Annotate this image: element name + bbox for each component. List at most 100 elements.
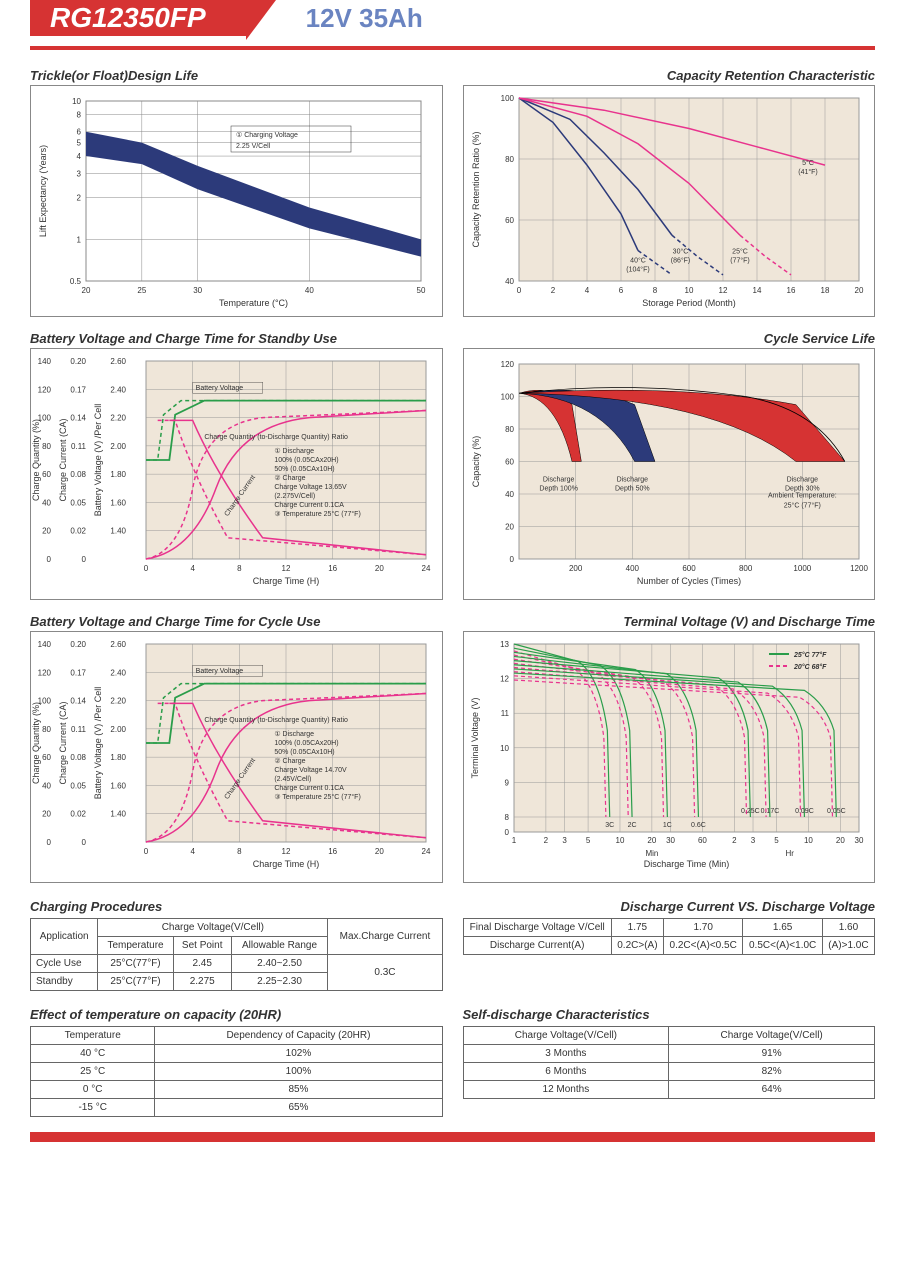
chart6: 123510203060235102030089101112133C2C1C0.… xyxy=(463,631,876,883)
svg-text:Lift Expectancy (Years): Lift Expectancy (Years) xyxy=(38,145,48,237)
svg-text:100: 100 xyxy=(500,393,514,402)
svg-text:24: 24 xyxy=(422,564,431,573)
chart6-title: Terminal Voltage (V) and Discharge Time xyxy=(463,614,876,629)
table2-title: Discharge Current VS. Discharge Voltage xyxy=(463,899,876,914)
svg-text:0.02: 0.02 xyxy=(70,810,86,819)
svg-text:Depth 50%: Depth 50% xyxy=(615,486,650,493)
svg-text:50% (0.05CAx10H): 50% (0.05CAx10H) xyxy=(274,749,334,756)
svg-text:20: 20 xyxy=(42,810,51,819)
chart3: 0481216202402040608010012014000.020.050.… xyxy=(30,348,443,600)
svg-text:Charge Voltage 13.65V: Charge Voltage 13.65V xyxy=(274,484,347,491)
spec-label: 12V 35Ah xyxy=(306,3,423,34)
svg-text:Charge Voltage 14.70V: Charge Voltage 14.70V xyxy=(274,767,347,774)
svg-text:600: 600 xyxy=(682,564,696,573)
svg-text:Charge Quantity (%): Charge Quantity (%) xyxy=(31,702,41,784)
svg-text:0: 0 xyxy=(509,555,514,564)
svg-text:30: 30 xyxy=(854,836,863,845)
svg-text:0.05: 0.05 xyxy=(70,781,86,790)
svg-text:16: 16 xyxy=(328,847,337,856)
svg-text:0: 0 xyxy=(516,286,521,295)
svg-text:8: 8 xyxy=(652,286,657,295)
svg-text:0.02: 0.02 xyxy=(70,527,86,536)
svg-text:2.25 V/Cell: 2.25 V/Cell xyxy=(236,143,271,150)
svg-text:10: 10 xyxy=(72,97,81,106)
model-number: RG12350FP xyxy=(30,0,246,36)
svg-text:50: 50 xyxy=(417,286,426,295)
svg-text:8: 8 xyxy=(77,110,82,119)
svg-text:0.17: 0.17 xyxy=(70,385,86,394)
svg-text:2.00: 2.00 xyxy=(110,725,126,734)
svg-text:2.40: 2.40 xyxy=(110,668,126,677)
svg-text:① Charging Voltage: ① Charging Voltage xyxy=(236,131,298,139)
svg-text:0.14: 0.14 xyxy=(70,414,86,423)
svg-text:Charge Quantity (%): Charge Quantity (%) xyxy=(31,419,41,501)
svg-text:80: 80 xyxy=(505,425,514,434)
svg-text:2: 2 xyxy=(77,194,82,203)
header: RG12350FP 12V 35Ah xyxy=(30,0,875,36)
svg-text:4: 4 xyxy=(584,286,589,295)
footer-bar xyxy=(30,1132,875,1142)
svg-text:Min: Min xyxy=(645,849,658,858)
svg-text:12: 12 xyxy=(282,847,291,856)
svg-text:Discharge: Discharge xyxy=(542,477,574,484)
svg-text:② Charge: ② Charge xyxy=(274,474,305,482)
svg-text:30: 30 xyxy=(193,286,202,295)
svg-text:40°C: 40°C xyxy=(630,257,646,265)
chart5: 0481216202402040608010012014000.020.050.… xyxy=(30,631,443,883)
svg-text:8: 8 xyxy=(237,564,242,573)
svg-text:2: 2 xyxy=(550,286,555,295)
svg-text:1: 1 xyxy=(77,235,82,244)
table-temp-capacity: TemperatureDependency of Capacity (20HR)… xyxy=(30,1026,443,1117)
svg-text:5°C: 5°C xyxy=(802,159,814,167)
svg-text:① Discharge: ① Discharge xyxy=(274,730,314,738)
svg-text:0.5: 0.5 xyxy=(70,277,82,286)
svg-text:20: 20 xyxy=(375,847,384,856)
svg-text:60: 60 xyxy=(42,470,51,479)
svg-text:3: 3 xyxy=(562,836,567,845)
table3-title: Effect of temperature on capacity (20HR) xyxy=(30,1007,443,1022)
svg-text:0: 0 xyxy=(82,555,87,564)
svg-text:2.40: 2.40 xyxy=(110,385,126,394)
svg-text:20°C 68°F: 20°C 68°F xyxy=(793,663,827,671)
svg-text:30: 30 xyxy=(666,836,675,845)
svg-text:40: 40 xyxy=(505,490,514,499)
table-charging: ApplicationCharge Voltage(V/Cell)Max.Cha… xyxy=(30,918,443,991)
svg-text:Charge Current 0.1CA: Charge Current 0.1CA xyxy=(274,785,344,792)
svg-text:100: 100 xyxy=(500,94,514,103)
svg-text:3: 3 xyxy=(77,169,82,178)
svg-text:20: 20 xyxy=(505,523,514,532)
svg-text:13: 13 xyxy=(500,640,509,649)
svg-text:140: 140 xyxy=(38,357,52,366)
svg-text:Charge Time (H): Charge Time (H) xyxy=(253,576,320,586)
svg-text:1.60: 1.60 xyxy=(110,498,126,507)
svg-text:(86°F): (86°F) xyxy=(670,256,690,264)
svg-text:Storage Period (Month): Storage Period (Month) xyxy=(642,298,736,308)
svg-text:0: 0 xyxy=(47,555,52,564)
svg-text:12: 12 xyxy=(282,564,291,573)
svg-text:6: 6 xyxy=(77,128,82,137)
svg-text:0: 0 xyxy=(82,838,87,847)
svg-text:25: 25 xyxy=(137,286,146,295)
svg-text:0.08: 0.08 xyxy=(70,753,86,762)
svg-text:800: 800 xyxy=(738,564,752,573)
svg-text:10: 10 xyxy=(615,836,624,845)
svg-text:18: 18 xyxy=(820,286,829,295)
svg-text:1000: 1000 xyxy=(793,564,811,573)
svg-text:120: 120 xyxy=(38,385,52,394)
svg-text:Capacity (%): Capacity (%) xyxy=(471,436,481,488)
svg-text:0.14: 0.14 xyxy=(70,697,86,706)
svg-text:80: 80 xyxy=(42,725,51,734)
svg-text:40: 40 xyxy=(505,277,514,286)
svg-text:2C: 2C xyxy=(627,822,636,829)
svg-text:0.11: 0.11 xyxy=(71,725,87,734)
chart2: 0246810121416182040608010040°C(104°F)30°… xyxy=(463,85,876,317)
svg-text:20: 20 xyxy=(82,286,91,295)
svg-text:140: 140 xyxy=(38,640,52,649)
svg-text:0.09C: 0.09C xyxy=(795,808,814,815)
chart4-title: Cycle Service Life xyxy=(463,331,876,346)
svg-text:0.20: 0.20 xyxy=(70,357,86,366)
chart5-title: Battery Voltage and Charge Time for Cycl… xyxy=(30,614,443,629)
svg-text:9: 9 xyxy=(504,778,509,787)
svg-text:(104°F): (104°F) xyxy=(626,266,649,274)
svg-text:0.17C: 0.17C xyxy=(760,808,779,815)
